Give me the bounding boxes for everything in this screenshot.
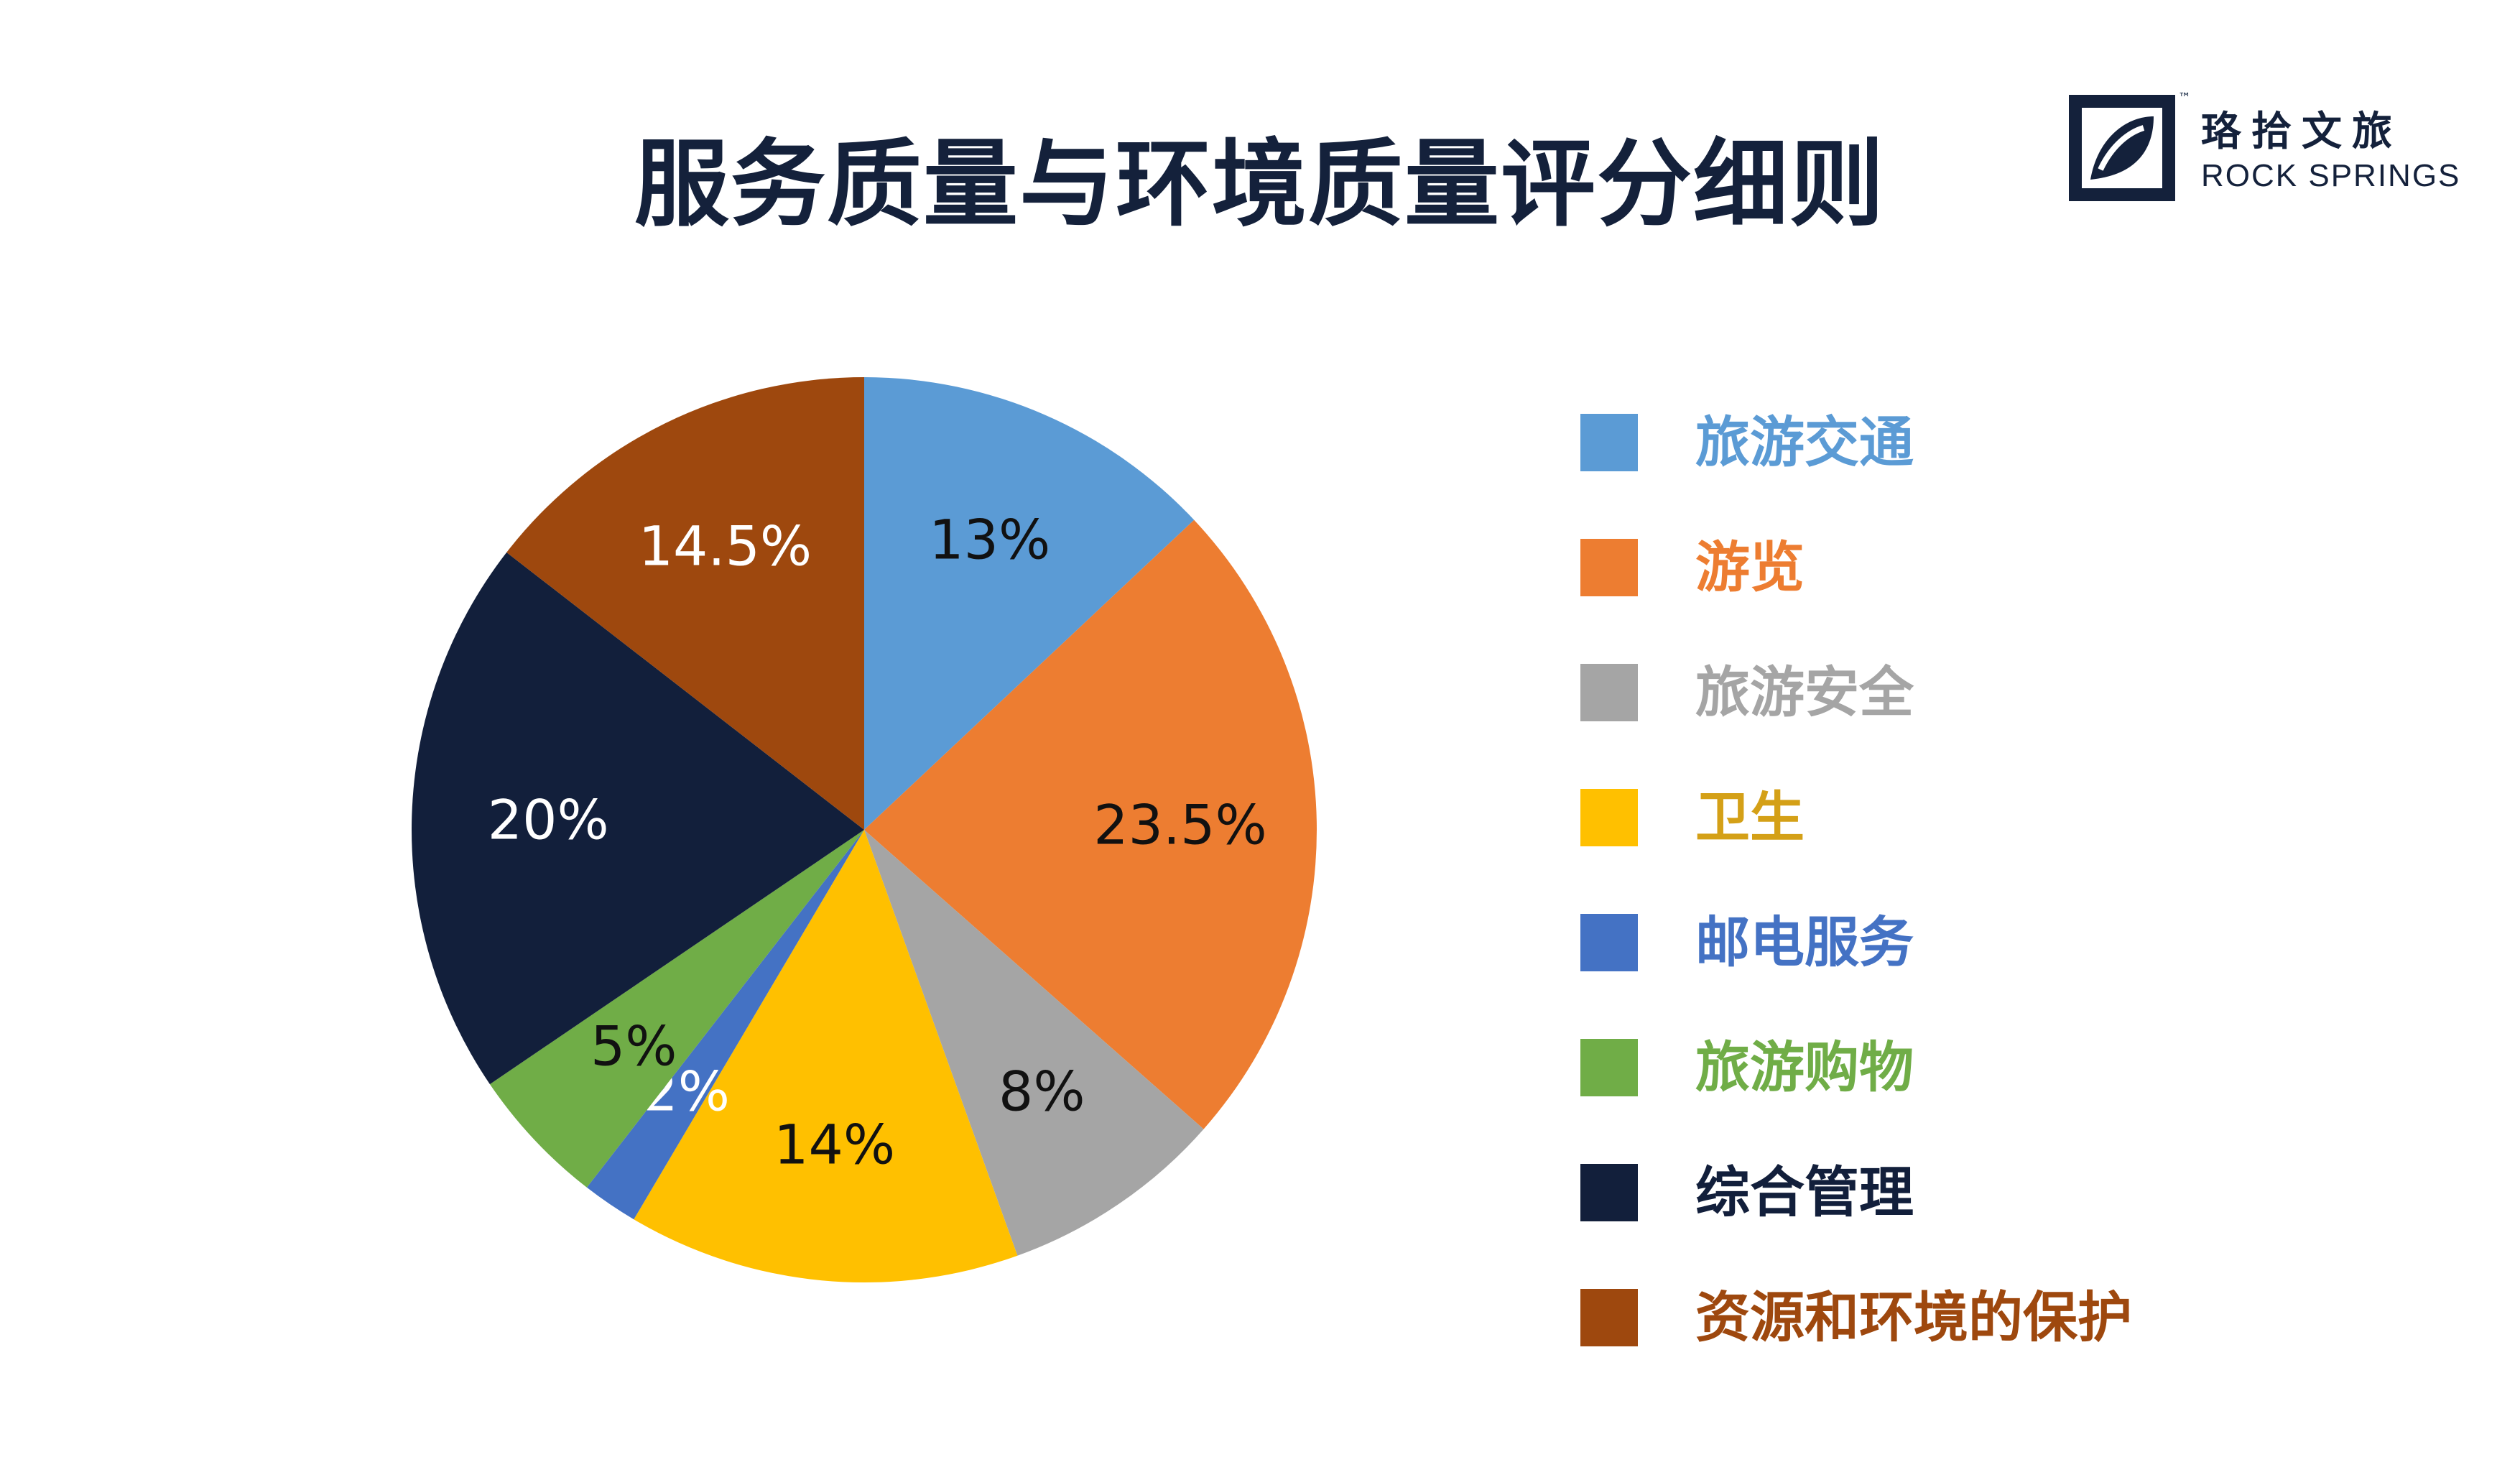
legend-item-2: 旅游安全 [1580,657,2371,724]
legend-item-5: 旅游购物 [1580,1032,2371,1099]
legend-swatch [1580,539,1638,596]
slice-data-label-0: 13% [929,508,1050,572]
slice-data-label-7: 14.5% [639,514,812,578]
slice-data-label-5: 5% [590,1014,677,1078]
brand-logo: ™ 珞拾文旅 ROCK SPRINGS [2069,91,2471,203]
pie-slice-6 [411,552,864,1085]
slice-data-label-2: 8% [999,1059,1085,1123]
pie-slice-7 [506,377,864,830]
slice-data-label-3: 14% [774,1113,895,1177]
legend-swatch [1580,414,1638,471]
slice-data-label-1: 23.5% [1093,793,1266,857]
legend-swatch [1580,1289,1638,1346]
pie-slice-1 [864,519,1317,1129]
legend-item-0: 旅游交通 [1580,407,2371,474]
legend-label: 旅游安全 [1695,660,1914,724]
legend-label: 旅游购物 [1695,1035,1914,1099]
logo-chinese-name: 珞拾文旅 [2201,108,2402,155]
page-title: 服务质量与环境质量评分细则 [634,129,1886,240]
legend-item-3: 卫生 [1580,782,2371,849]
legend-label: 旅游交通 [1695,410,1914,474]
legend-item-1: 游览 [1580,532,2371,599]
legend-swatch [1580,914,1638,971]
trademark-mark: ™ [2178,91,2191,106]
legend-item-6: 综合管理 [1580,1157,2371,1224]
legend-item-4: 邮电服务 [1580,907,2371,974]
pie-slice-5 [489,830,864,1188]
pie-slice-2 [864,830,1204,1256]
legend-label: 综合管理 [1695,1160,1914,1224]
legend-swatch [1580,789,1638,846]
slice-data-label-6: 20% [488,788,609,852]
pie-slice-4 [586,830,864,1220]
legend-label: 卫生 [1695,785,1805,849]
legend-label: 资源和环境的保护 [1695,1285,2132,1349]
legend-item-7: 资源和环境的保护 [1580,1282,2371,1349]
legend-swatch [1580,664,1638,721]
legend-swatch [1580,1039,1638,1096]
legend-label: 游览 [1695,535,1805,599]
pie-slice-0 [864,377,1195,830]
logo-english-name: ROCK SPRINGS [2201,158,2461,193]
rock-springs-logo-icon [2069,95,2175,201]
legend-label: 邮电服务 [1695,910,1914,974]
legend-swatch [1580,1164,1638,1221]
pie-slice-3 [634,830,1018,1282]
